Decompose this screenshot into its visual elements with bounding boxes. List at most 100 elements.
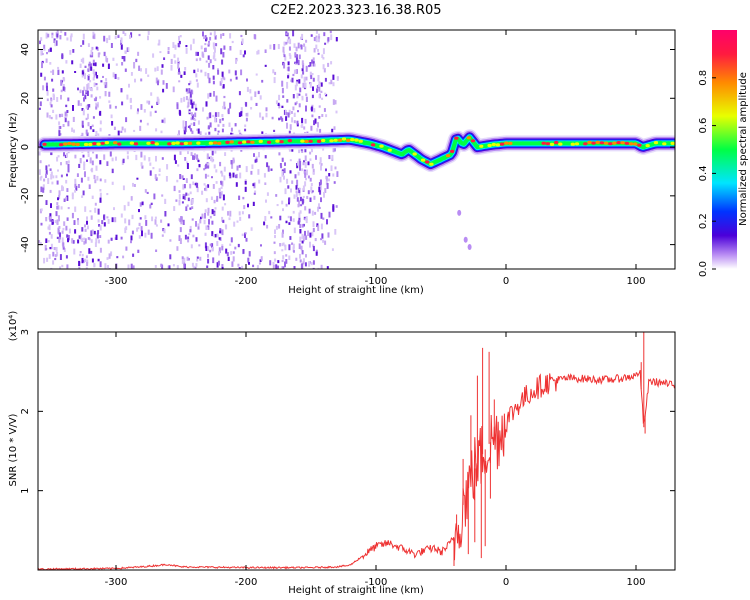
noise-speckle [120,37,123,43]
noise-speckle [311,163,314,169]
noise-speckle [140,68,142,72]
noise-speckle [273,77,276,84]
noise-speckle [251,164,254,169]
noise-speckle [100,80,103,83]
noise-speckle [54,254,57,258]
noise-speckle [40,208,43,212]
noise-speckle [281,87,284,94]
noise-speckle [196,187,199,193]
noise-speckle [79,158,82,164]
noise-speckle [67,120,70,127]
noise-speckle [214,207,217,210]
noise-speckle [305,39,308,43]
noise-speckle [152,167,155,170]
noise-speckle [186,163,189,169]
noise-speckle [106,257,109,260]
noise-speckle [49,189,52,193]
ridge-blob [520,141,526,145]
noise-speckle [185,206,188,211]
ridge-blob [217,141,222,145]
noise-speckle [129,98,132,103]
noise-speckle [285,32,288,35]
ridge-blob [283,140,288,144]
noise-speckle [124,227,127,234]
noise-speckle [302,261,305,265]
noise-speckle [221,180,224,187]
noise-speckle [75,185,78,191]
noise-speckle [265,112,268,118]
noise-speckle [161,157,164,160]
noise-speckle [301,250,304,255]
noise-speckle [162,80,165,85]
noise-speckle [264,64,267,67]
noise-speckle [269,260,272,266]
ridge-blobs [42,136,675,166]
noise-speckle [180,74,183,78]
noise-speckle [93,262,96,268]
noise-speckle [78,235,81,239]
noise-speckle [190,244,193,249]
noise-speckle [331,154,334,160]
noise-speckle [302,235,305,242]
noise-speckle [81,195,84,198]
noise-speckle [154,110,157,113]
noise-speckle [332,206,335,212]
noise-speckle [146,100,149,104]
noise-speckle [40,175,43,179]
noise-speckle [108,253,111,259]
noise-speckle [292,210,295,214]
noise-speckle [315,155,317,160]
noise-speckle [259,259,262,262]
noise-speckle [189,229,192,233]
ridge-blob [628,142,634,146]
noise-speckle [83,164,86,170]
noise-speckle [275,194,278,197]
noise-speckle [204,173,207,179]
noise-speckle [178,199,181,206]
noise-speckle [295,190,298,193]
noise-speckle [330,165,333,171]
noise-speckle [63,198,66,202]
noise-speckle [234,70,237,76]
noise-speckle [106,37,109,44]
noise-speckle [304,218,307,221]
noise-speckle [144,189,147,193]
noise-speckle [229,46,232,51]
noise-speckle [50,243,53,250]
noise-speckle [93,230,96,235]
noise-speckle [295,101,298,104]
noise-speckle [238,164,241,168]
noise-speckle [145,68,148,74]
noise-speckle [160,130,163,134]
noise-speckle [239,49,242,55]
noise-speckle [222,33,225,36]
ridge-blob [325,139,330,143]
noise-speckle [322,64,325,70]
noise-speckle [216,241,219,246]
noise-speckle [301,123,304,128]
noise-speckle [59,232,61,239]
noise-speckle [74,71,77,73]
noise-speckle [155,155,157,162]
noise-speckle [221,206,224,211]
noise-speckle [104,179,107,183]
noise-speckle [285,116,288,121]
noise-speckle [319,128,322,134]
noise-speckle [40,222,43,226]
noise-speckle [275,225,278,230]
noise-speckle [234,246,237,250]
noise-speckle [183,130,186,135]
noise-speckle [275,100,278,105]
ridge-blob [445,154,451,158]
noise-speckle [136,111,139,115]
noise-speckle [250,96,253,101]
noise-speckle [255,73,258,76]
noise-speckle [323,68,326,73]
noise-speckle [187,102,190,107]
noise-speckle [303,87,306,90]
noise-speckle [261,79,264,83]
ridge-blob [504,141,509,145]
noise-speckle [222,220,225,223]
noise-speckle [220,186,223,189]
noise-speckle [114,217,117,223]
